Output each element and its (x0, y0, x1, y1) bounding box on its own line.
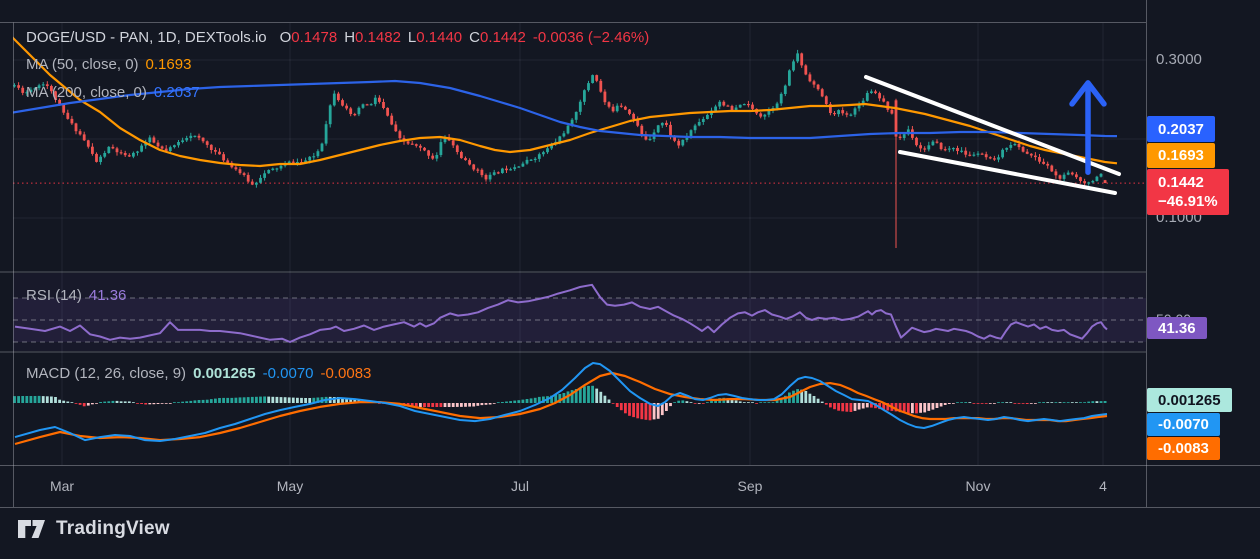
symbol-title: DOGE/USD - PAN, 1D, DEXTools.io (26, 29, 267, 46)
tradingview-logo-text: TradingView (56, 518, 170, 539)
last-price-badge-value: 0.1442 (1158, 174, 1204, 191)
last-price-badge: 0.1442 −46.91% (1147, 169, 1229, 215)
macd-legend[interactable]: MACD (12, 26, close, 9) 0.001265 -0.0070 -0… (26, 365, 371, 382)
moving-averages (13, 36, 1118, 168)
time-tick-jul: Jul (511, 478, 529, 494)
trendline-1[interactable] (864, 75, 1121, 176)
rsi-band (13, 273, 1146, 351)
time-tick-nov: Nov (965, 478, 991, 494)
close-key: C (469, 29, 480, 46)
ma50-price-badge: 0.1693 (1147, 143, 1215, 168)
macd-main-line (14, 362, 1108, 442)
macd-label: MACD (12, 26, close, 9) (26, 365, 187, 382)
macd-line-value: -0.0070 (262, 365, 314, 382)
ma50-label: MA (50, close, 0) (26, 56, 139, 73)
drawdown-badge-value: −46.91% (1158, 193, 1218, 210)
tradingview-logo-icon (18, 520, 45, 538)
open-key: O (279, 29, 292, 46)
low-key: L (407, 29, 417, 46)
time-tick-mar: Mar (49, 478, 75, 494)
pane-borders (0, 0, 1260, 508)
time-tick-may: May (276, 478, 304, 494)
ma50-legend[interactable]: MA (50, close, 0) 0.1693 (26, 56, 191, 73)
time-axis[interactable]: Mar May Jul Sep Nov 4 (0, 466, 1260, 507)
ma200-line (13, 79, 1118, 140)
ma200-price-badge: 0.2037 (1147, 116, 1215, 142)
rsi-badge: 41.36 (1147, 317, 1207, 339)
rsi-legend[interactable]: RSI (14) 41.36 (26, 287, 126, 304)
macd-hist-badge: 0.001265 (1147, 388, 1232, 412)
macd-signal-line (14, 371, 1108, 446)
candlesticks (13, 49, 1107, 248)
change-value: -0.0036 (−2.46%) (532, 29, 650, 46)
tradingview-logo[interactable]: TradingView (16, 515, 170, 543)
trendline-2[interactable] (898, 150, 1117, 195)
ma200-label: MA (200, close, 0) (26, 84, 147, 101)
rsi-line (14, 283, 1108, 343)
macd-histogram (13, 385, 1107, 421)
time-tick-sep: Sep (737, 478, 763, 494)
high-key: H (344, 29, 356, 46)
macd-signal-badge: -0.0083 (1147, 437, 1220, 460)
macd-lines (14, 362, 1108, 446)
macd-hist-value: 0.001265 (193, 365, 256, 382)
close-value: 0.1442 (480, 29, 526, 46)
ma50-value: 0.1693 (145, 56, 192, 73)
ma200-value: 0.2037 (153, 84, 200, 101)
up-arrow-drawing[interactable] (1069, 80, 1107, 175)
ma200-legend[interactable]: MA (200, close, 0) 0.2037 (26, 84, 200, 101)
open-value: 0.1478 (291, 29, 338, 46)
macd-signal-value: -0.0083 (320, 365, 372, 382)
symbol-legend[interactable]: DOGE/USD - PAN, 1D, DEXTools.io O0.1478 H0… (26, 29, 649, 46)
time-tick-4: 4 (1099, 478, 1107, 494)
rsi-label: RSI (14) (26, 287, 82, 304)
price-axis-label-top: 0.3000 (1156, 51, 1202, 68)
macd-line-badge: -0.0070 (1147, 413, 1220, 436)
high-value: 0.1482 (355, 29, 401, 46)
gridlines (13, 23, 1146, 465)
low-value: 0.1440 (416, 29, 463, 46)
rsi-value: 41.36 (88, 287, 127, 304)
